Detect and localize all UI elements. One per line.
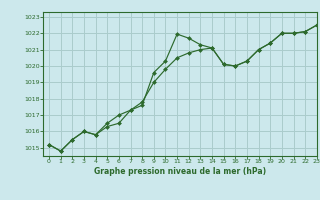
X-axis label: Graphe pression niveau de la mer (hPa): Graphe pression niveau de la mer (hPa) (94, 167, 266, 176)
